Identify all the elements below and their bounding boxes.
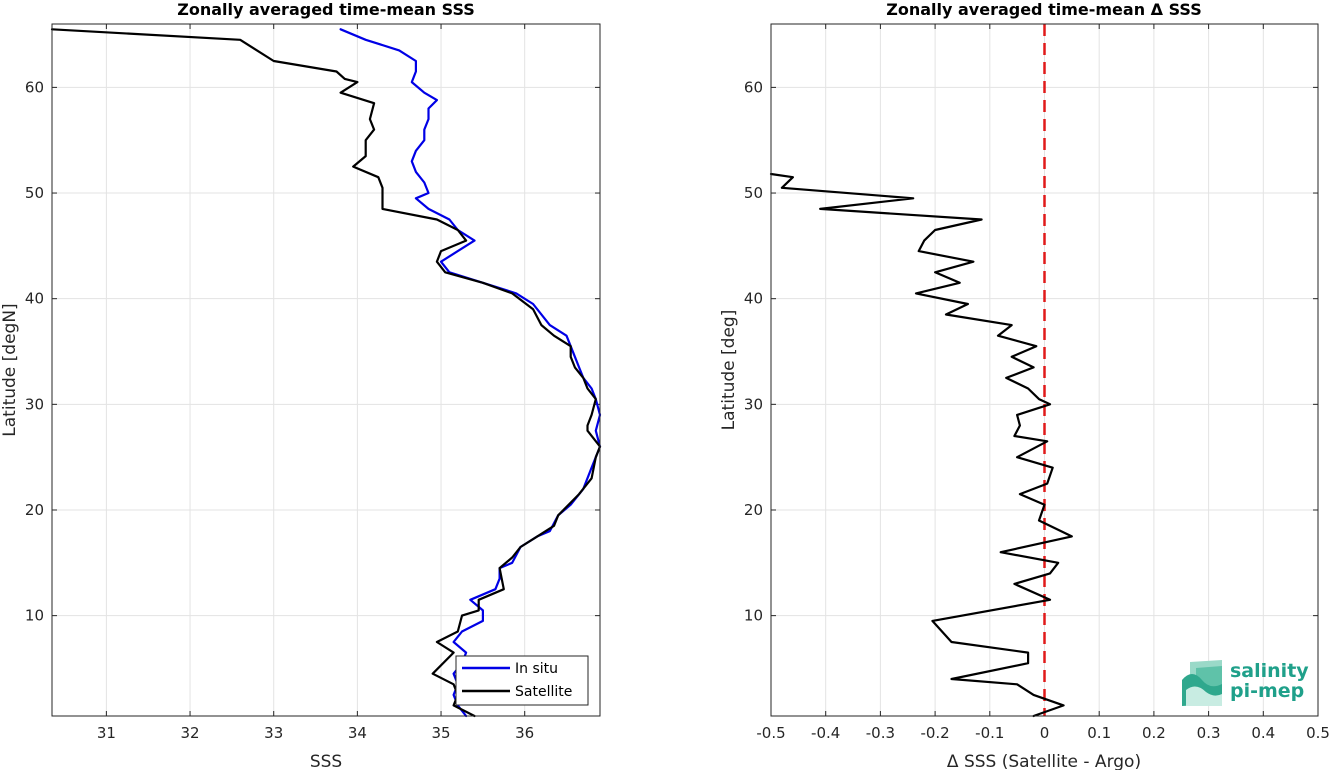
legend-label-in-situ: In situ	[515, 661, 558, 677]
x-tick-label: 35	[431, 724, 450, 742]
sss-profile-panel: 31 32 33 34 35 36 10 20 30 40 50 60 Zonally averag…	[0, 0, 602, 770]
x-tick-label: -0.5	[756, 724, 785, 742]
x-axis-label: SSS	[310, 752, 342, 770]
y-axis-label: Latitude [deg]	[719, 310, 739, 431]
x-tick-label: 32	[180, 724, 199, 742]
logo-text-pi-mep: pi-mep	[1230, 680, 1304, 702]
x-tick-labels: -0.5 -0.4 -0.3 -0.2 -0.1 0 0.1 0.2 0.3 0.4 0.5	[756, 724, 1330, 742]
chart-title: Zonally averaged time-mean SSS	[177, 0, 475, 19]
plot-frame	[51, 23, 601, 717]
delta-sss-series-line	[769, 172, 1073, 718]
y-tick-label: 50	[744, 184, 763, 202]
satellite-series-line	[50, 28, 602, 718]
x-tick-label: 31	[97, 724, 116, 742]
x-tick-label: 33	[264, 724, 283, 742]
y-axis-label: Latitude [degN]	[0, 303, 20, 436]
logo-text-salinity: salinity	[1230, 660, 1309, 682]
x-tick-label: -0.1	[975, 724, 1004, 742]
y-tick-label: 30	[744, 395, 763, 413]
salinity-pi-mep-logo: salinity pi-mep	[1182, 660, 1309, 706]
x-tick-label: -0.4	[811, 724, 840, 742]
y-tick-label: 40	[744, 290, 763, 308]
y-tick-label: 30	[25, 395, 44, 413]
x-tick-label: -0.2	[920, 724, 949, 742]
plot-frame	[770, 23, 1319, 717]
gridlines	[52, 24, 600, 716]
y-tick-label: 60	[744, 78, 763, 96]
y-tick-label: 20	[744, 501, 763, 519]
x-tick-labels: 31 32 33 34 35 36	[97, 724, 534, 742]
x-tick-label: 0	[1040, 724, 1050, 742]
x-tick-label: 0.3	[1197, 724, 1221, 742]
chart-title: Zonally averaged time-mean Δ SSS	[886, 0, 1202, 19]
series-layer	[769, 172, 1073, 718]
delta-sss-panel: -0.5 -0.4 -0.3 -0.2 -0.1 0 0.1 0.2 0.3 0.4 0.5 10 2…	[719, 0, 1330, 770]
x-tick-label: 34	[348, 724, 367, 742]
x-axis-label: Δ SSS (Satellite - Argo)	[947, 752, 1141, 770]
legend-box	[455, 655, 589, 706]
wave-logo-icon	[1182, 660, 1222, 706]
y-tick-label: 50	[25, 184, 44, 202]
y-tick-label: 60	[25, 78, 44, 96]
y-tick-label: 10	[744, 607, 763, 625]
y-tick-labels: 10 20 30 40 50 60	[744, 78, 763, 624]
y-tick-labels: 10 20 30 40 50 60	[25, 78, 44, 624]
y-tick-label: 20	[25, 501, 44, 519]
x-tick-label: 0.4	[1251, 724, 1275, 742]
y-tick-label: 10	[25, 607, 44, 625]
x-tick-label: 36	[515, 724, 534, 742]
y-tick-label: 40	[25, 290, 44, 308]
x-tick-label: 0.1	[1087, 724, 1111, 742]
legend: In situ Satellite	[455, 655, 589, 706]
legend-label-satellite: Satellite	[515, 684, 572, 700]
x-tick-label: 0.2	[1142, 724, 1166, 742]
x-tick-label: 0.5	[1306, 724, 1330, 742]
series-layer	[50, 28, 602, 718]
x-tick-label: -0.3	[866, 724, 895, 742]
